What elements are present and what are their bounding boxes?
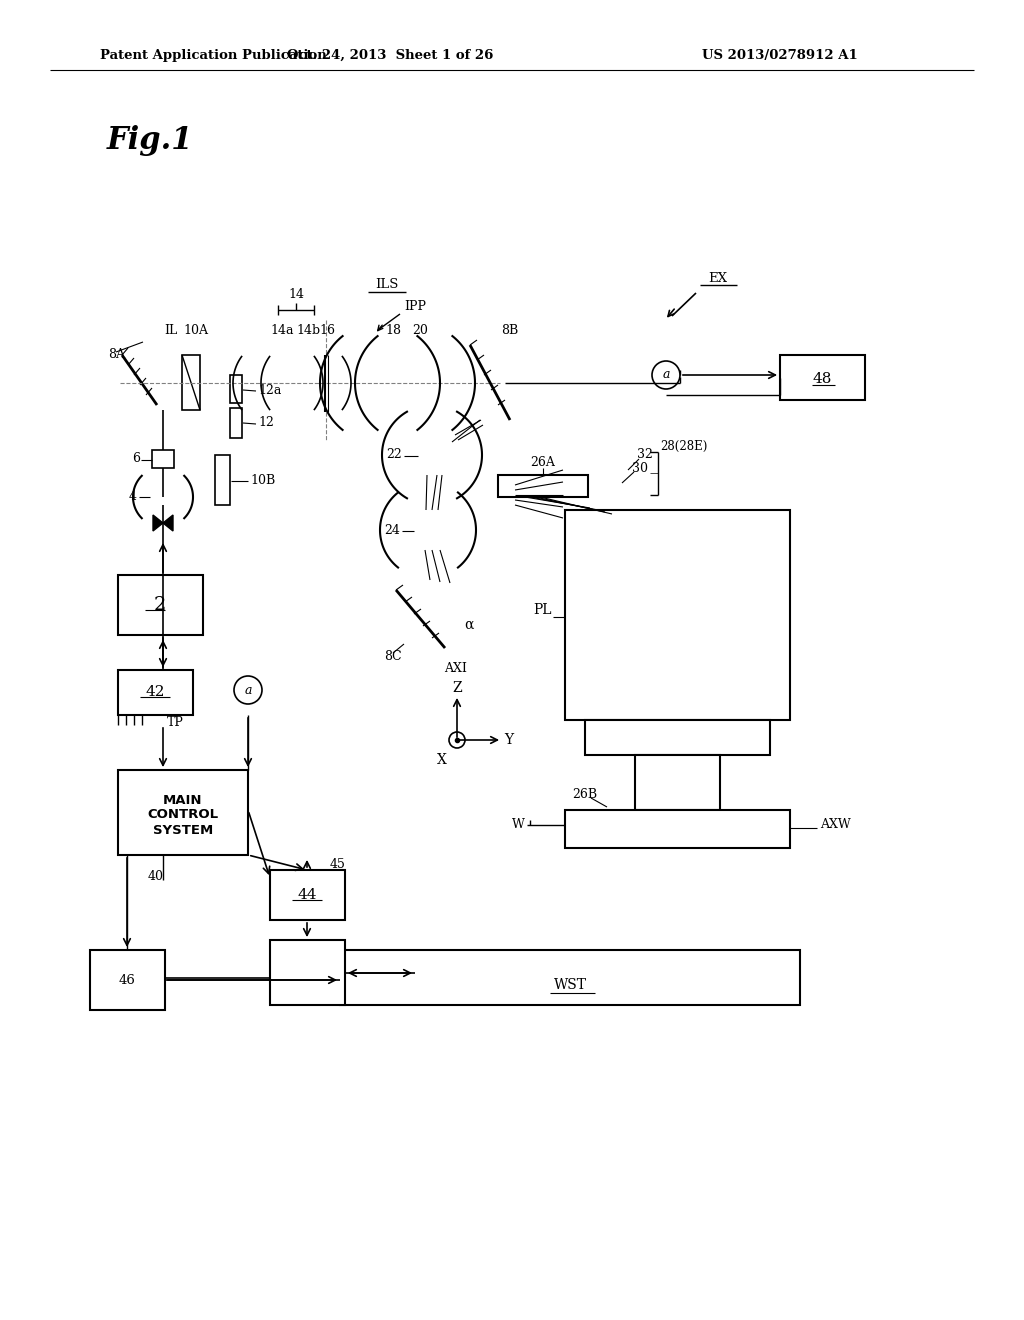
Text: Patent Application Publication: Patent Application Publication: [100, 49, 327, 62]
Bar: [340, 950, 800, 1005]
Text: 30: 30: [632, 462, 648, 474]
Text: IL: IL: [165, 323, 177, 337]
Text: MAIN: MAIN: [163, 793, 203, 807]
Bar: [230, 408, 242, 438]
Text: TP: TP: [167, 715, 184, 729]
Bar: [635, 755, 720, 810]
Text: IPP: IPP: [404, 300, 426, 313]
Text: Oct. 24, 2013  Sheet 1 of 26: Oct. 24, 2013 Sheet 1 of 26: [287, 49, 494, 62]
Text: Z: Z: [453, 681, 462, 696]
Text: 6: 6: [132, 453, 140, 466]
Bar: [118, 671, 193, 715]
Text: 46: 46: [119, 974, 135, 986]
Text: 40: 40: [148, 870, 164, 883]
Circle shape: [449, 733, 465, 748]
Text: AXW: AXW: [820, 818, 851, 832]
Text: WST: WST: [554, 978, 587, 993]
Text: SYSTEM: SYSTEM: [153, 824, 213, 837]
Text: 8C: 8C: [384, 651, 401, 664]
Text: 45: 45: [330, 858, 346, 871]
Text: 18: 18: [385, 323, 401, 337]
Text: 14a: 14a: [270, 323, 294, 337]
Bar: [118, 770, 248, 855]
Text: W: W: [512, 818, 525, 832]
Text: a: a: [663, 368, 670, 381]
Bar: [565, 510, 790, 719]
Circle shape: [234, 676, 262, 704]
Text: 44: 44: [297, 888, 316, 902]
Bar: [230, 375, 242, 403]
Text: a: a: [245, 684, 252, 697]
Bar: [118, 576, 203, 635]
Text: X: X: [437, 752, 446, 767]
Bar: [565, 810, 790, 847]
Text: 4: 4: [129, 491, 137, 503]
Text: 12: 12: [258, 417, 273, 429]
Text: 8A: 8A: [108, 348, 125, 362]
Text: Fig.1: Fig.1: [106, 124, 194, 156]
Circle shape: [652, 360, 680, 389]
Text: 22: 22: [386, 449, 402, 462]
Text: 14b: 14b: [296, 323, 321, 337]
Bar: [585, 719, 770, 755]
Bar: [498, 475, 588, 498]
Text: 12a: 12a: [258, 384, 282, 396]
Bar: [152, 450, 174, 469]
Text: EX: EX: [709, 272, 727, 285]
Bar: [270, 870, 345, 920]
Bar: [182, 355, 200, 411]
Text: PL: PL: [534, 603, 552, 616]
Text: 24: 24: [384, 524, 400, 536]
Text: 32: 32: [637, 449, 653, 462]
Polygon shape: [153, 515, 163, 531]
Text: ILS: ILS: [376, 279, 398, 292]
Text: 2: 2: [154, 597, 166, 614]
Text: 28(28E): 28(28E): [660, 440, 708, 453]
Text: 10B: 10B: [250, 474, 275, 487]
Text: US 2013/0278912 A1: US 2013/0278912 A1: [702, 49, 858, 62]
Text: Y: Y: [505, 733, 514, 747]
Text: 14: 14: [288, 289, 304, 301]
Polygon shape: [163, 515, 173, 531]
Bar: [780, 355, 865, 400]
Text: 26B: 26B: [572, 788, 597, 801]
Text: 16: 16: [319, 323, 335, 337]
Text: AXI: AXI: [444, 661, 467, 675]
Text: 8B: 8B: [501, 323, 518, 337]
Text: 20: 20: [412, 323, 428, 337]
Text: 42: 42: [145, 685, 165, 700]
Bar: [90, 950, 165, 1010]
Bar: [215, 455, 230, 506]
Text: 26A: 26A: [530, 455, 555, 469]
Bar: [270, 940, 345, 1005]
Text: 48: 48: [812, 372, 831, 385]
Text: 10A: 10A: [183, 323, 209, 337]
Text: α: α: [464, 618, 473, 632]
Text: CONTROL: CONTROL: [147, 808, 218, 821]
